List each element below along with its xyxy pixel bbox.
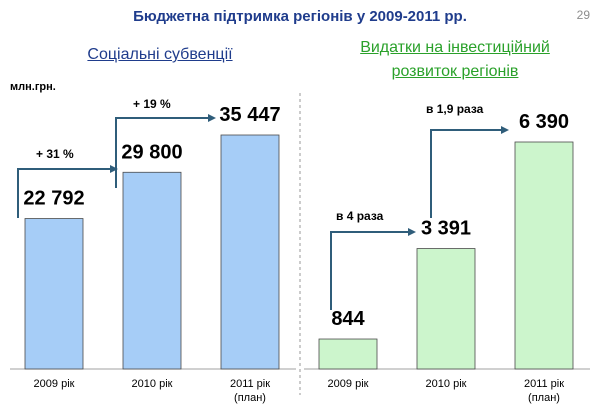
page-title: Бюджетна підтримка регіонів у 2009-2011 … — [133, 8, 467, 25]
social-bar-1 — [24, 218, 84, 370]
social-category-label-1: 2009 рік — [34, 378, 75, 390]
social-growth-label-1: + 31 % — [36, 147, 74, 161]
investment-category-label-3-line-2: (план) — [528, 392, 560, 404]
investment-growth-label-2: в 1,9 раза — [426, 102, 484, 116]
social-category-label-2: 2010 рік — [132, 378, 173, 390]
investment-category-label-1: 2009 рік — [328, 378, 369, 390]
right-chart-title-line-1: Видатки на інвестиційний — [360, 39, 550, 56]
investment-category-label-2: 2010 рік — [426, 378, 467, 390]
social-growth-arrow-2 — [115, 114, 216, 188]
social-value-label-3: 35 447 — [219, 104, 280, 126]
social-growth-label-2: + 19 % — [133, 97, 171, 111]
investment-growth-label-1: в 4 раза — [336, 209, 384, 223]
left-chart-title: Соціальні субвенції — [87, 46, 233, 63]
investment-value-label-1: 844 — [331, 308, 365, 330]
investment-bar-2 — [416, 248, 476, 370]
social-value-label-1: 22 792 — [23, 188, 84, 210]
investment-bar-3 — [514, 141, 574, 370]
right-chart-title-line-2: розвиток регіонів — [391, 63, 519, 80]
investment-value-label-3: 6 390 — [519, 111, 569, 133]
social-bar-2 — [122, 171, 182, 370]
social-bar-3 — [220, 134, 280, 370]
investment-growth-arrow-2 — [430, 126, 509, 218]
social-category-label-3-line-2: (план) — [234, 392, 266, 404]
investment-value-label-2: 3 391 — [421, 218, 471, 240]
social-value-label-2: 29 800 — [121, 141, 182, 163]
unit-label: млн.грн. — [10, 81, 56, 93]
investment-growth-arrow-1 — [330, 228, 416, 310]
social-growth-arrow-1 — [17, 165, 118, 218]
right-chart-title: Видатки на інвестиційний розвиток регіон… — [328, 36, 582, 84]
investment-bar-1 — [318, 338, 378, 370]
investment-category-label-3-line-1: 2011 рік — [524, 378, 564, 390]
social-category-label-3-line-1: 2011 рік — [230, 378, 270, 390]
page-number: 29 — [576, 8, 590, 22]
